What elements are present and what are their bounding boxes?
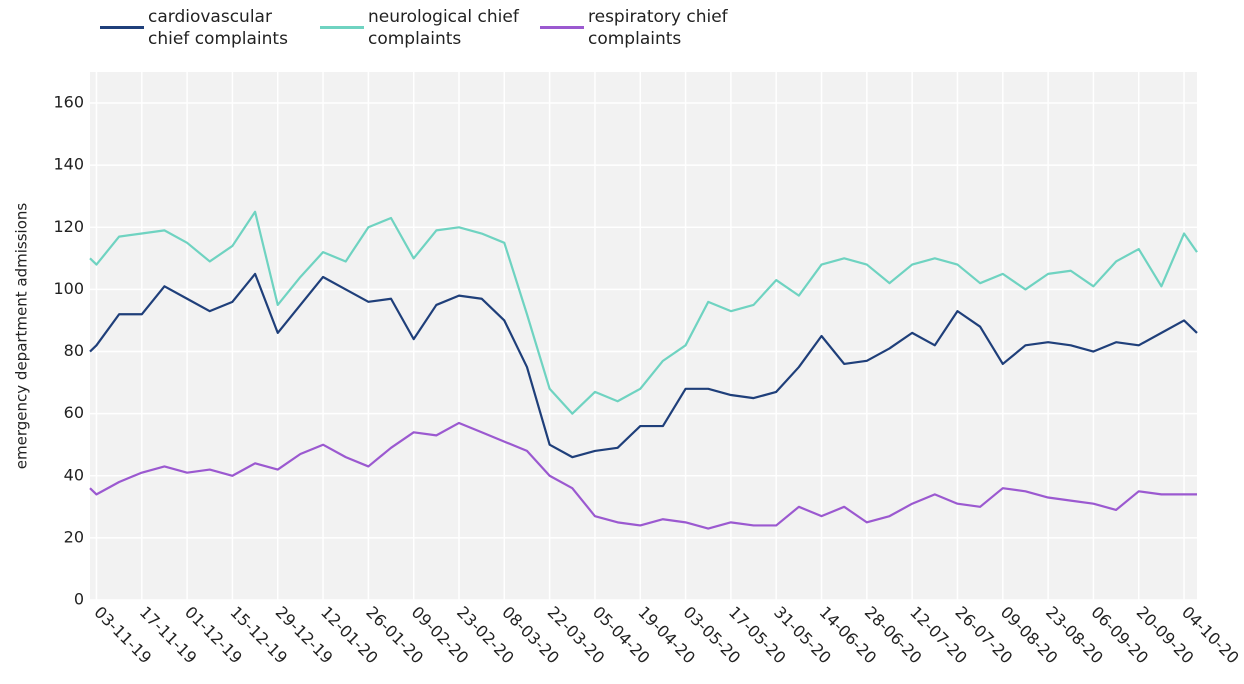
legend: cardiovascular chief complaints neurologi… xyxy=(100,6,750,50)
legend-item: cardiovascular chief complaints xyxy=(100,6,310,50)
y-tick-label: 0 xyxy=(74,590,84,609)
y-axis-label: emergency department admissions xyxy=(13,203,31,470)
legend-label: respiratory chief complaints xyxy=(588,7,728,49)
legend-item: neurological chief complaints xyxy=(320,6,530,50)
y-tick-label: 20 xyxy=(64,527,84,546)
series-line xyxy=(89,210,1198,415)
y-tick-label: 100 xyxy=(53,279,84,298)
plot-area xyxy=(90,72,1197,600)
y-tick-label: 160 xyxy=(53,93,84,112)
y-tick-label: 80 xyxy=(64,341,84,360)
legend-swatch xyxy=(100,26,144,29)
y-tick-label: 60 xyxy=(64,403,84,422)
series-line xyxy=(89,272,1198,459)
series-line xyxy=(89,421,1197,530)
y-tick-label: 40 xyxy=(64,465,84,484)
legend-item: respiratory chief complaints xyxy=(540,6,750,50)
y-tick-label: 140 xyxy=(53,155,84,174)
legend-label: cardiovascular chief complaints xyxy=(148,7,288,49)
legend-swatch xyxy=(320,26,364,29)
y-tick-label: 120 xyxy=(53,217,84,236)
legend-swatch xyxy=(540,26,584,29)
legend-label: neurological chief complaints xyxy=(368,7,519,49)
